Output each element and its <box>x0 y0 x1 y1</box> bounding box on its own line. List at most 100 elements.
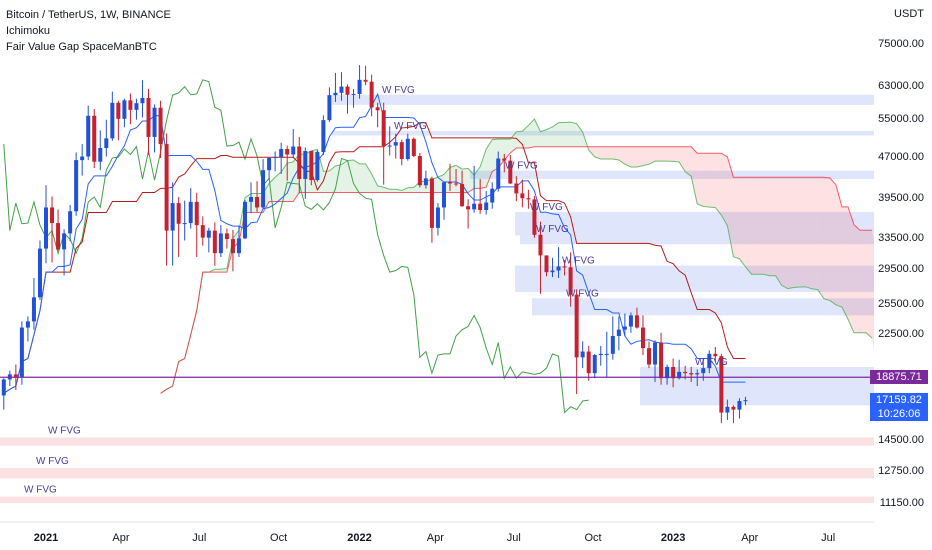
candle-body <box>333 92 338 96</box>
price-axis[interactable] <box>874 0 932 550</box>
fvg-zone <box>332 94 874 105</box>
candle-body <box>339 86 344 93</box>
candle-body <box>98 147 103 162</box>
candle-body <box>616 329 621 337</box>
cloud-segment <box>679 146 686 172</box>
cloud-segment <box>630 146 637 167</box>
candle-body <box>170 203 175 231</box>
candle-body <box>369 81 374 108</box>
cloud-segment <box>546 126 553 147</box>
y-tick-label: 11150.00 <box>879 497 924 509</box>
cloud-segment <box>673 146 680 162</box>
candle-body <box>375 107 380 111</box>
candle-body <box>381 110 386 147</box>
symbol-title[interactable]: Bitcoin / TetherUS, 1W, BINANCE <box>6 9 171 21</box>
candle-body <box>25 321 30 328</box>
bar-countdown: 10:26:06 <box>877 408 921 421</box>
candle-body <box>122 100 127 119</box>
cloud-segment <box>763 177 770 276</box>
y-tick-label: 47000.00 <box>878 150 924 163</box>
candle-body <box>50 207 55 224</box>
candle-body <box>13 374 18 377</box>
cloud-segment <box>872 230 874 351</box>
candle-body <box>634 315 639 328</box>
cloud-segment <box>287 161 294 202</box>
candle-body <box>532 199 537 235</box>
candle-body <box>158 107 163 145</box>
candle-body <box>399 142 404 160</box>
candle-body <box>454 183 459 185</box>
candle-body <box>134 103 139 110</box>
ichimoku-lines <box>3 79 873 414</box>
cloud-segment <box>395 189 402 193</box>
indicator-fvg[interactable]: Fair Value Gap SpaceManBTC <box>6 41 157 53</box>
y-tick-label: 39500.00 <box>878 192 924 205</box>
indicator-ichimoku[interactable]: Ichimoku <box>6 25 51 37</box>
cloud-segment <box>835 184 842 308</box>
candle-body <box>110 102 115 139</box>
candle-body <box>411 138 416 157</box>
candle-body <box>327 95 332 121</box>
candle-body <box>586 351 591 374</box>
candle-body <box>224 233 229 240</box>
cloud-segment <box>781 177 788 289</box>
candle-body <box>719 356 724 413</box>
cloud-segment <box>558 122 565 147</box>
fvg-zone <box>515 211 874 236</box>
candle-body <box>188 201 193 224</box>
candle-body <box>200 225 205 238</box>
cloud-segment <box>811 177 818 290</box>
cloud-segment <box>450 165 457 193</box>
candle-body <box>387 145 392 147</box>
cloud-segment <box>510 131 517 153</box>
cloud-segment <box>468 168 475 193</box>
cloud-segment <box>353 159 360 193</box>
candle-body <box>68 211 73 234</box>
senkou-span-a <box>160 118 873 394</box>
fvg-zone <box>532 298 874 316</box>
last-price-tag: 17159.82 10:26:06 <box>870 393 928 422</box>
candle-body <box>417 156 422 186</box>
candle-body <box>460 184 465 207</box>
y-tick-label: 33500.00 <box>878 232 924 245</box>
cloud-segment <box>594 146 601 159</box>
cloud-segment <box>709 153 716 208</box>
cloud-segment <box>335 164 342 193</box>
candle-body <box>297 146 302 179</box>
candle-body <box>182 223 187 225</box>
cloud-segment <box>528 119 535 148</box>
horizontal-line-price: 18875.71 <box>876 371 922 384</box>
cloud-segment <box>642 146 649 166</box>
horizontal-line-price-tag: 18875.71 <box>870 370 928 385</box>
cloud-segment <box>721 153 728 226</box>
fvg-label: W FVG <box>536 224 569 235</box>
x-tick-label: 2023 <box>660 532 686 544</box>
candle-body <box>116 102 121 119</box>
candle-body <box>598 353 603 356</box>
candle-body <box>405 138 410 160</box>
candle-body <box>363 79 368 82</box>
fvg-label: W FVG <box>566 288 599 299</box>
cloud-segment <box>745 177 752 275</box>
candle-body <box>393 142 398 146</box>
candle-body <box>502 158 507 161</box>
candle-body <box>62 233 67 250</box>
cloud-segment <box>281 163 288 202</box>
candle-body <box>441 182 446 208</box>
candle-body <box>309 150 314 181</box>
candle-body <box>429 178 434 228</box>
fvg-zone <box>0 496 874 503</box>
x-tick-label: Apr <box>112 532 130 544</box>
candle-body <box>737 401 742 410</box>
cloud-segment <box>715 153 722 216</box>
fvg-zone <box>332 130 874 136</box>
cloud-segment <box>733 177 740 259</box>
cloud-segment <box>799 177 806 288</box>
candle-body <box>92 115 97 162</box>
cloud-segment <box>618 146 625 165</box>
candle-body <box>707 353 712 369</box>
fvg-label: W FVG <box>24 485 57 496</box>
cloud-segment <box>793 177 800 288</box>
cloud-segment <box>371 173 378 193</box>
